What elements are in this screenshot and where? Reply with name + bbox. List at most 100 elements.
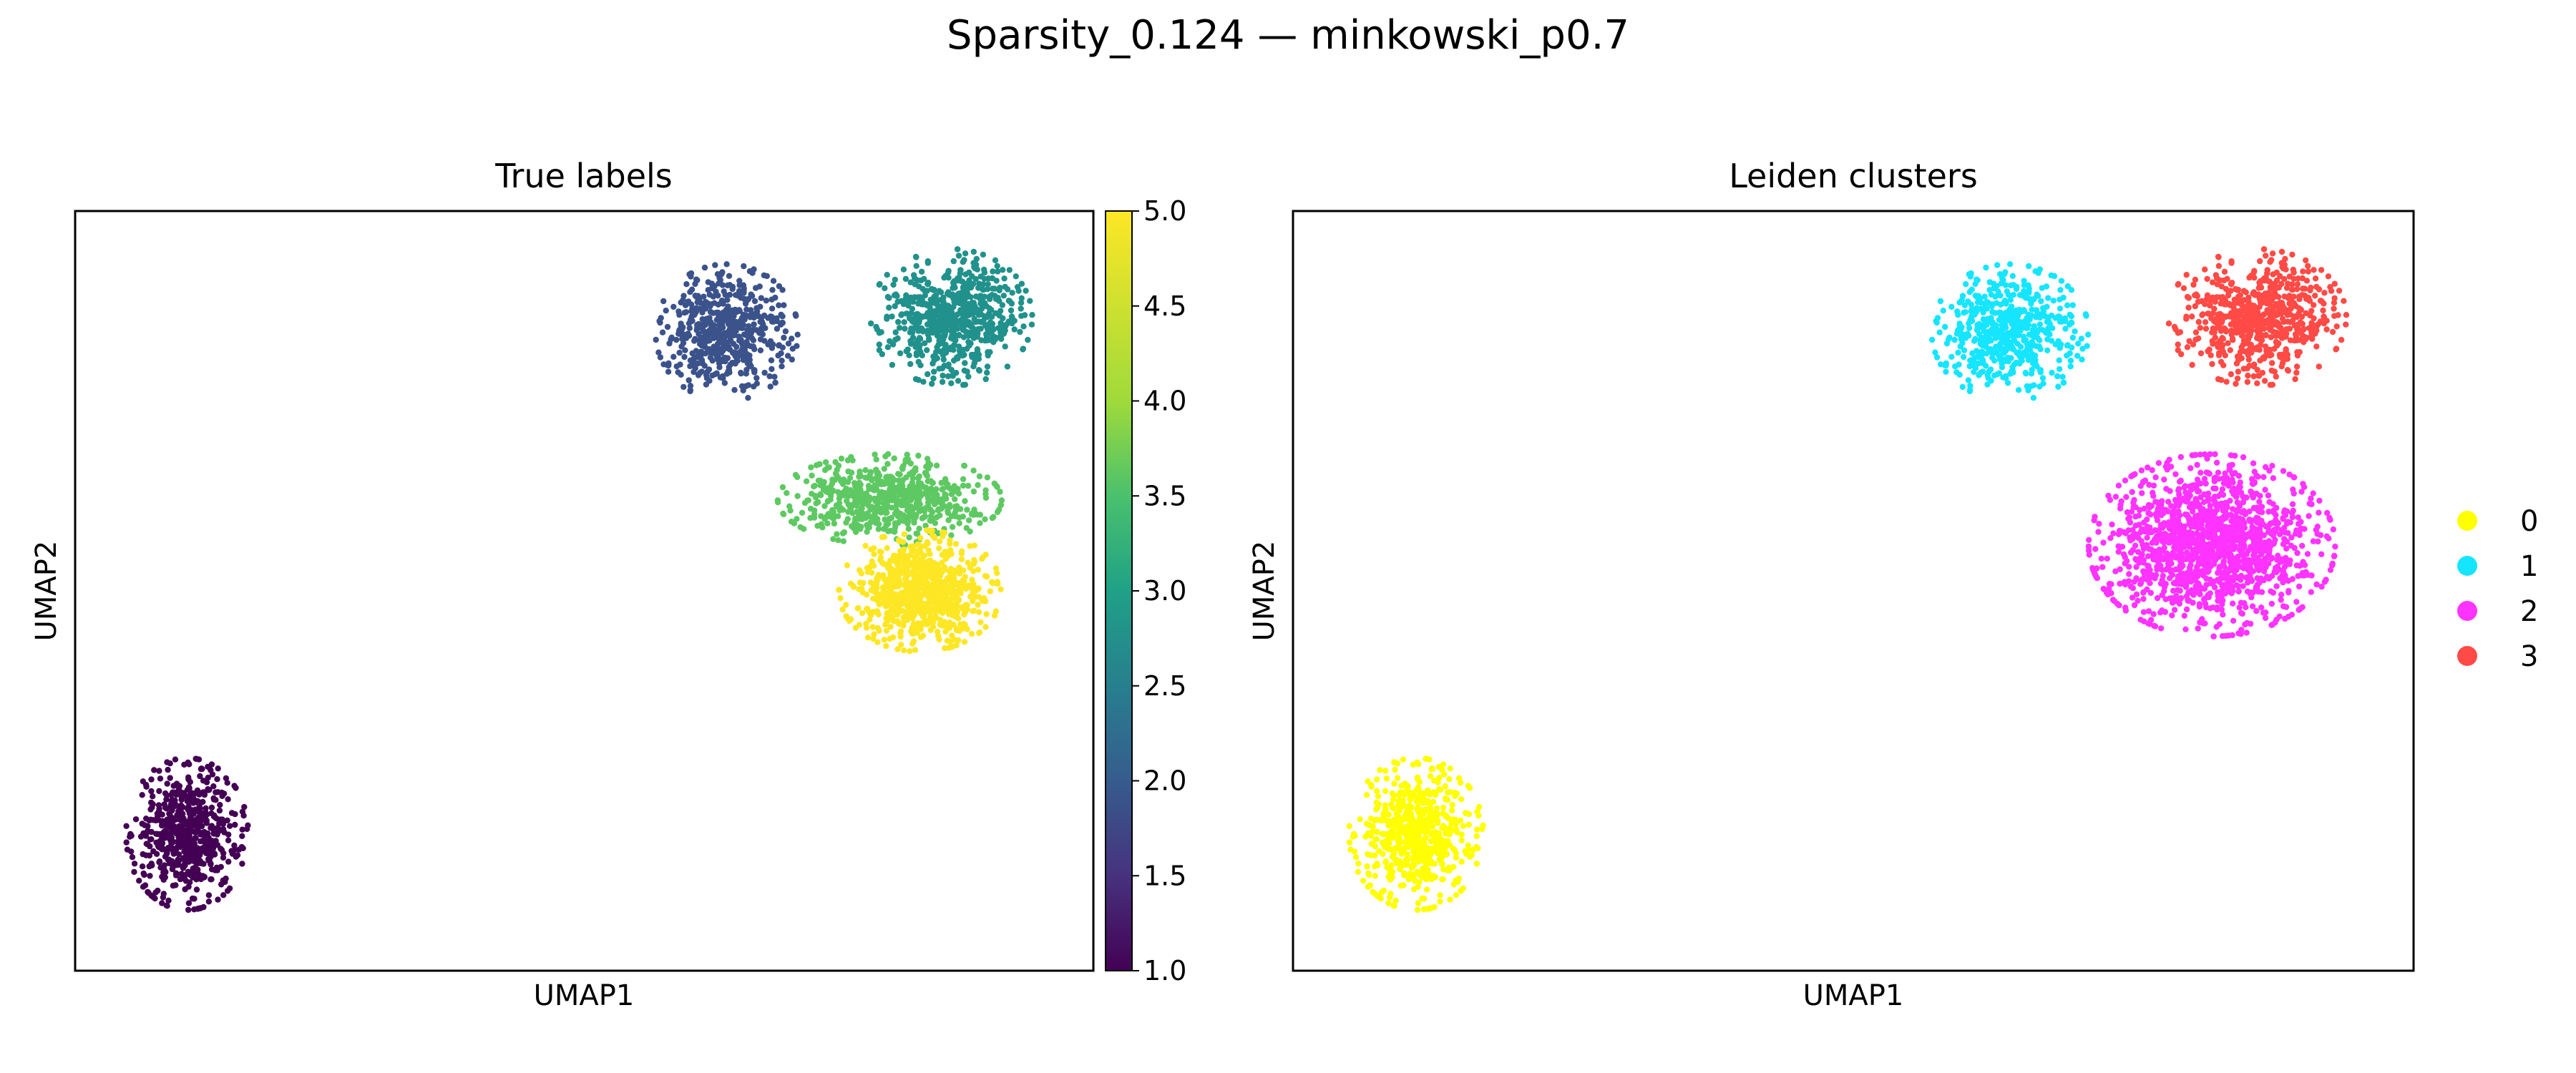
scatter-point	[766, 373, 773, 380]
scatter-point	[975, 567, 982, 573]
scatter-point	[1389, 804, 1396, 811]
scatter-point	[2207, 352, 2214, 358]
scatter-point	[708, 301, 714, 308]
scatter-point	[995, 268, 1001, 275]
scatter-point	[956, 332, 962, 338]
scatter-point	[1440, 876, 1446, 883]
scatter-point	[2057, 287, 2064, 293]
scatter-point	[1383, 775, 1390, 782]
scatter-point	[2254, 366, 2260, 373]
scatter-point	[2192, 276, 2199, 283]
scatter-point	[962, 498, 968, 504]
scatter-point	[1458, 796, 1465, 803]
scatter-point	[2318, 298, 2325, 305]
scatter-point	[864, 592, 870, 598]
scatter-point	[839, 606, 846, 613]
scatter-point	[965, 373, 972, 380]
scatter-point	[194, 906, 201, 912]
scatter-point	[1009, 314, 1015, 320]
scatter-point	[175, 856, 181, 863]
scatter-point	[2009, 319, 2016, 325]
scatter-point	[2069, 334, 2077, 341]
scatter-point	[960, 284, 967, 290]
scatter-point	[148, 776, 155, 783]
scatter-point	[150, 793, 156, 800]
scatter-point	[949, 632, 955, 639]
scatter-point	[233, 853, 239, 860]
scatter-point	[1400, 756, 1407, 763]
scatter-point	[886, 304, 892, 311]
scatter-point	[857, 516, 863, 522]
scatter-point	[2003, 314, 2009, 320]
scatter-point	[971, 360, 978, 366]
scatter-point	[794, 331, 801, 338]
scatter-point	[779, 344, 786, 351]
scatter-point	[913, 530, 919, 537]
scatter-point	[736, 282, 743, 288]
scatter-point	[2293, 369, 2300, 376]
scatter-point	[761, 369, 768, 376]
scatter-point	[715, 293, 721, 299]
scatter-point	[1433, 837, 1440, 843]
scatter-point	[2202, 266, 2208, 273]
scatter-point	[835, 489, 841, 496]
scatter-point	[205, 898, 213, 905]
scatter-point	[753, 285, 759, 291]
scatter-point	[924, 371, 931, 378]
scatter-point	[881, 466, 888, 472]
scatter-point	[198, 765, 205, 772]
scatter-point	[140, 778, 147, 785]
scatter-point	[2026, 290, 2032, 296]
scatter-point	[1431, 830, 1438, 837]
scatter-point	[1453, 892, 1460, 898]
scatter-point	[162, 804, 169, 811]
scatter-point	[960, 278, 966, 285]
scatter-point	[1971, 338, 1978, 344]
scatter-point	[698, 348, 705, 355]
scatter-point	[1428, 846, 1435, 852]
scatter-point	[854, 521, 861, 529]
scatter-point	[894, 646, 901, 652]
scatter-point	[213, 789, 219, 795]
scatter-point	[960, 352, 966, 359]
scatter-point	[962, 271, 969, 278]
scatter-point	[1444, 842, 1451, 848]
scatter-point	[1415, 825, 1421, 832]
scatter-point	[132, 816, 140, 823]
scatter-point	[940, 356, 947, 363]
scatter-point	[726, 319, 732, 325]
scatter-point	[1412, 878, 1418, 884]
scatter-point	[823, 489, 829, 495]
scatter-point	[1382, 788, 1389, 795]
scatter-point	[824, 498, 831, 505]
scatter-point	[208, 876, 215, 883]
scatter-point	[913, 254, 919, 260]
scatter-point	[2303, 278, 2311, 284]
scatter-point	[2335, 312, 2341, 318]
scatter-point	[704, 368, 711, 375]
scatter-point	[907, 340, 914, 347]
scatter-point	[1368, 783, 1375, 790]
scatter-point	[938, 501, 945, 507]
scatter-point	[161, 866, 167, 873]
scatter-point	[930, 564, 937, 571]
scatter-point	[709, 357, 716, 364]
scatter-point	[992, 565, 1000, 572]
scatter-point	[726, 282, 733, 288]
scatter-point	[729, 359, 736, 366]
scatter-point	[190, 874, 196, 881]
scatter-point	[1967, 317, 1974, 323]
scatter-point	[1994, 262, 2001, 268]
scatter-point	[185, 759, 191, 766]
scatter-point	[2171, 323, 2178, 330]
scatter-point	[932, 597, 940, 603]
scatter-point	[739, 315, 746, 321]
scatter-point	[882, 453, 889, 460]
scatter-point	[1425, 823, 1433, 830]
scatter-point	[984, 369, 990, 376]
scatter-point	[716, 330, 722, 336]
scatter-point	[2004, 338, 2011, 345]
scatter-point	[2336, 288, 2343, 294]
scatter-point	[862, 542, 869, 549]
scatter-point	[1473, 861, 1480, 867]
